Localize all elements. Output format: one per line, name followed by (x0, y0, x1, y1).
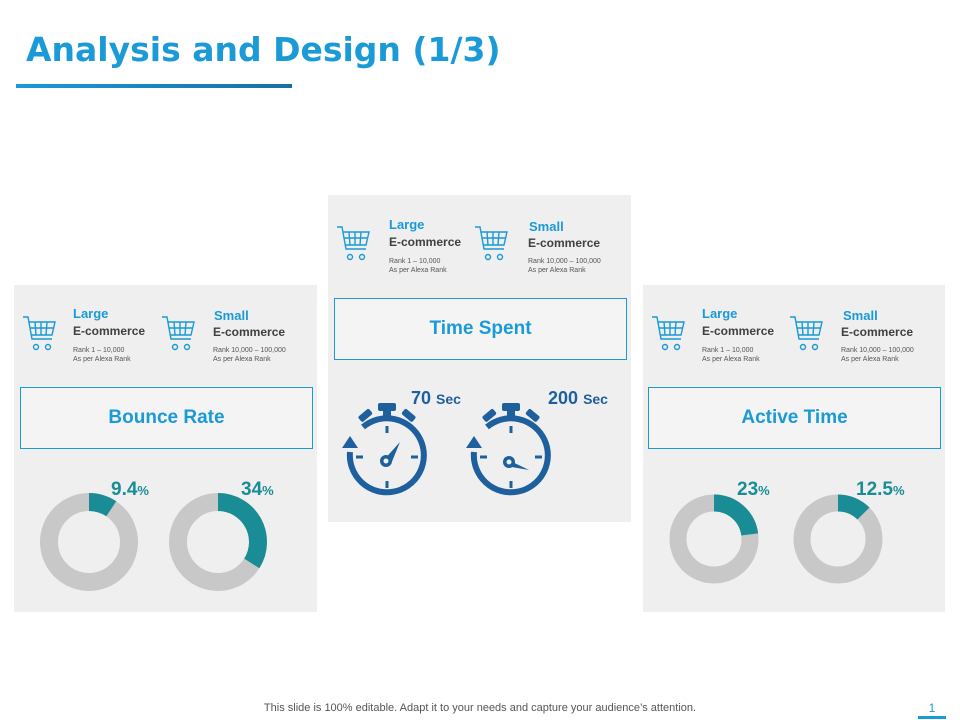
donut-value-arc (88, 493, 117, 517)
shopping-cart-icon (474, 224, 510, 266)
small-label: Small (214, 308, 249, 323)
ecommerce-label: E-commerce (213, 325, 286, 339)
shopping-cart-icon (651, 314, 687, 356)
large-rank-text: Rank 1 – 10,000 As per Alexa Rank (702, 347, 760, 363)
donut-remainder (793, 494, 883, 584)
small-rank-text: Rank 10,000 – 100,000 As per Alexa Rank (528, 258, 601, 274)
shopping-cart-icon (22, 314, 58, 356)
page-number-underline (918, 716, 946, 719)
small-label: Small (529, 219, 564, 234)
ecommerce-label: E-commerce (389, 235, 462, 249)
donut-remainder (40, 493, 138, 591)
large-label: Large (702, 306, 738, 321)
active-time-large-donut (669, 494, 759, 584)
active-time-label: Active Time (648, 387, 941, 449)
active-time-small-value: 12.5% (856, 479, 905, 500)
donut-value-arc (837, 494, 870, 520)
footer-note: This slide is 100% editable. Adapt it to… (263, 702, 697, 714)
bounce-rate-large-donut (40, 493, 138, 591)
ecommerce-label: E-commerce (702, 324, 775, 338)
large-label: Large (73, 306, 109, 321)
title-underline (16, 84, 292, 88)
bounce-rate-large-value: 9.4% (111, 479, 149, 500)
time-spent-large-value: 70 Sec (411, 388, 461, 408)
shopping-cart-icon (789, 314, 825, 356)
ecommerce-label: E-commerce (841, 325, 914, 339)
small-label: Small (843, 308, 878, 323)
bounce-rate-small-donut (169, 493, 267, 591)
small-rank-text: Rank 10,000 – 100,000 As per Alexa Rank (841, 347, 914, 363)
stopwatch-icon (338, 400, 434, 511)
bounce-rate-label: Bounce Rate (20, 387, 313, 449)
large-label: Large (389, 217, 425, 232)
bounce-rate-small-value: 34% (241, 479, 274, 500)
small-rank-text: Rank 10,000 – 100,000 As per Alexa Rank (213, 347, 286, 363)
large-rank-text: Rank 1 – 10,000 As per Alexa Rank (389, 258, 447, 274)
donut-value-arc (713, 494, 759, 537)
ecommerce-label: E-commerce (73, 324, 146, 338)
donut-value-arc (217, 493, 267, 569)
large-rank-text: Rank 1 – 10,000 As per Alexa Rank (73, 347, 131, 363)
time-spent-small-value: 200 Sec (548, 388, 608, 408)
ecommerce-label: E-commerce (528, 236, 601, 250)
shopping-cart-icon (336, 224, 372, 266)
shopping-cart-icon (161, 314, 197, 356)
active-time-small-donut (793, 494, 883, 584)
time-spent-label: Time Spent (334, 298, 627, 360)
page-number: 1 (928, 701, 936, 715)
stopwatch-icon (462, 400, 558, 511)
active-time-large-value: 23% (737, 479, 770, 500)
slide-title: Analysis and Design (1/3) (26, 30, 501, 69)
